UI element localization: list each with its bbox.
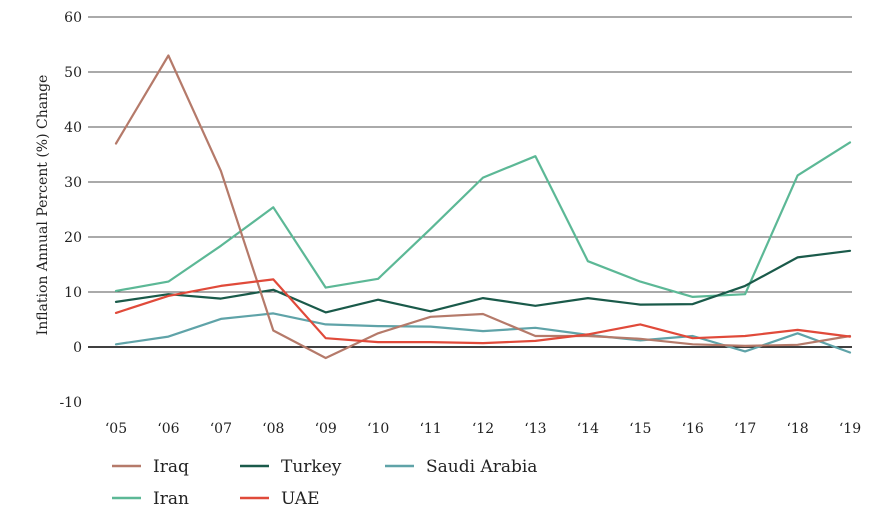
- x-axis-ticks: ‘05 ‘06 ‘07 ‘08 ‘09 ‘10 ‘11 ‘12 ‘13 ‘14 ‘15 ‘16 ‘17 ‘…: [105, 421, 861, 437]
- series-line-turkey: [114, 249, 852, 314]
- y-tick-label: 50: [64, 65, 82, 81]
- x-tick-label: ‘18: [786, 421, 808, 437]
- x-tick-label: ‘17: [734, 421, 756, 437]
- y-tick-label: 30: [64, 175, 82, 191]
- x-tick-label: ‘11: [419, 421, 441, 437]
- y-tick-label: 10: [64, 285, 82, 301]
- legend-label-iraq: Iraq: [153, 457, 189, 477]
- x-tick-label: ‘08: [262, 421, 284, 437]
- y-tick-label: 20: [64, 230, 82, 246]
- y-axis-label: Inflation Annual Percent (%) Change: [35, 75, 51, 336]
- y-tick-label: 0: [73, 340, 82, 356]
- legend-label-uae: UAE: [281, 489, 320, 509]
- series-line-uae: [114, 278, 852, 345]
- x-tick-label: ‘06: [157, 421, 179, 437]
- x-tick-label: ‘07: [210, 421, 232, 437]
- grid: [88, 16, 852, 348]
- x-tick-label: ‘09: [315, 421, 337, 437]
- x-tick-label: ‘13: [524, 421, 546, 437]
- series-lines: [114, 54, 852, 360]
- legend: Iraq Turkey Saudi Arabia Iran UAE: [112, 457, 537, 509]
- series-line-iraq: [114, 54, 852, 360]
- x-tick-label: ‘12: [472, 421, 494, 437]
- x-tick-label: ‘05: [105, 421, 127, 437]
- y-tick-label: 40: [64, 120, 82, 136]
- legend-label-iran: Iran: [153, 489, 189, 509]
- legend-label-turkey: Turkey: [281, 457, 342, 477]
- x-tick-label: ‘10: [367, 421, 389, 437]
- x-tick-label: ‘19: [839, 421, 861, 437]
- x-tick-label: ‘16: [682, 421, 704, 437]
- x-tick-label: ‘14: [577, 421, 599, 437]
- legend-label-saudi-arabia: Saudi Arabia: [426, 457, 537, 477]
- x-tick-label: ‘15: [629, 421, 651, 437]
- series-line-iran: [114, 141, 852, 298]
- y-tick-label: 60: [64, 10, 82, 26]
- y-axis-ticks: -10 0 10 20 30 40 50 60: [59, 10, 82, 411]
- y-tick-label: -10: [59, 395, 82, 411]
